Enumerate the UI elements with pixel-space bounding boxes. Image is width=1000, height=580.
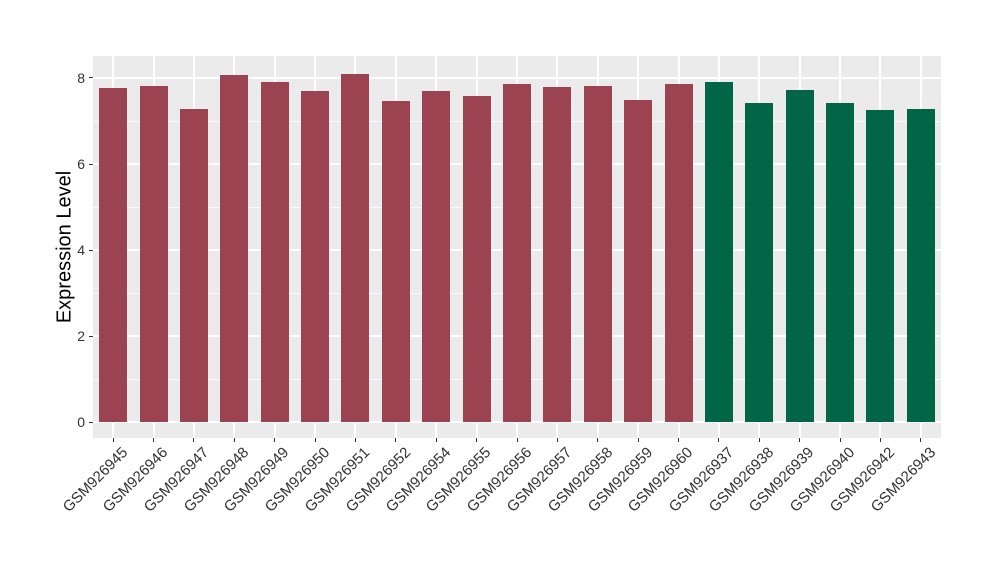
y-tick-mark xyxy=(89,163,93,165)
y-tick-label: 6 xyxy=(77,156,85,173)
x-tick-mark xyxy=(193,438,195,442)
y-tick-mark xyxy=(89,421,93,423)
x-tick-mark xyxy=(758,438,760,442)
y-tick-mark xyxy=(89,77,93,79)
bar-GSM926949 xyxy=(260,81,289,423)
bar-GSM926950 xyxy=(301,90,330,423)
bar-GSM926937 xyxy=(704,82,733,423)
x-tick-mark xyxy=(274,438,276,442)
bar-GSM926942 xyxy=(866,110,895,423)
x-tick-mark xyxy=(920,438,922,442)
x-tick-mark xyxy=(516,438,518,442)
x-tick-mark xyxy=(314,438,316,442)
bar-GSM926955 xyxy=(462,95,491,423)
x-tick-mark xyxy=(233,438,235,442)
x-tick-mark xyxy=(839,438,841,442)
x-tick-mark xyxy=(395,438,397,442)
y-tick-label: 2 xyxy=(77,328,85,345)
y-tick-label: 8 xyxy=(77,69,85,86)
x-tick-mark xyxy=(476,438,478,442)
y-tick-mark xyxy=(89,249,93,251)
y-tick-label: 4 xyxy=(77,242,85,259)
x-tick-mark xyxy=(435,438,437,442)
x-tick-mark xyxy=(637,438,639,442)
bar-GSM926939 xyxy=(785,89,814,423)
bar-GSM926940 xyxy=(826,102,855,423)
plot-panel xyxy=(93,56,941,438)
bar-GSM926959 xyxy=(624,99,653,423)
x-tick-mark xyxy=(112,438,114,442)
y-tick-label: 0 xyxy=(77,414,85,431)
bar-GSM926957 xyxy=(543,87,572,423)
bar-GSM926938 xyxy=(745,102,774,423)
bar-GSM926952 xyxy=(381,101,410,423)
x-tick-mark xyxy=(718,438,720,442)
bar-GSM926954 xyxy=(422,90,451,423)
x-tick-mark xyxy=(153,438,155,442)
bar-GSM926947 xyxy=(179,108,208,423)
x-tick-mark xyxy=(354,438,356,442)
bar-GSM926948 xyxy=(220,74,249,423)
bar-GSM926945 xyxy=(99,88,128,423)
bar-GSM926960 xyxy=(664,83,693,423)
x-tick-mark xyxy=(799,438,801,442)
bar-GSM926958 xyxy=(583,86,612,423)
x-tick-mark xyxy=(879,438,881,442)
bar-GSM926946 xyxy=(139,85,168,423)
bar-GSM926956 xyxy=(503,84,531,423)
x-tick-mark xyxy=(597,438,599,442)
bar-GSM926951 xyxy=(341,74,370,423)
x-tick-mark xyxy=(678,438,680,442)
bar-GSM926943 xyxy=(906,108,935,423)
y-tick-mark xyxy=(89,335,93,337)
x-tick-mark xyxy=(556,438,558,442)
